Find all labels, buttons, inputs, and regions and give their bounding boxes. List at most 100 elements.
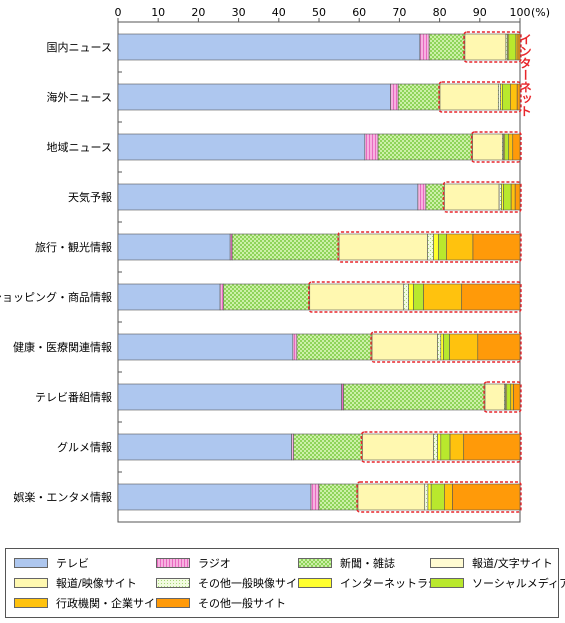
legend-swatch (156, 598, 190, 608)
legend-swatch (14, 578, 48, 588)
bar-segment (433, 233, 439, 261)
bar-segment (440, 433, 451, 461)
bar-segment (425, 183, 445, 211)
bar-segment (484, 383, 505, 411)
bar-segment (472, 233, 521, 261)
bar-segment (117, 483, 312, 511)
x-tick-label: 50 (312, 6, 326, 19)
bars (117, 33, 521, 511)
bar-segment (517, 33, 521, 61)
legend: テレビ ラジオ 新聞・雑誌 報道/文字サイト 報道/映像サイト その他一般映像サイト インタ… (5, 548, 565, 618)
bar-segment (310, 483, 320, 511)
bar-segment (427, 483, 432, 511)
bar-segment (417, 183, 427, 211)
bar-segment (408, 283, 414, 311)
category-labels: 国内ニュース海外ニュース地域ニュース天気予報旅行・観光情報ショッピング・商品情報… (0, 40, 122, 504)
legend-swatch (298, 578, 332, 588)
legend-swatch (156, 558, 190, 568)
stacked-bar-chart: 0 10 20 30 40 50 60 70 80 90 100 国内ニュース海外ニュース地域ニュー… (0, 6, 550, 523)
x-axis-ticks: 0 10 20 30 40 50 60 70 80 90 100 (115, 6, 531, 22)
category-label: テレビ番組情報 (35, 391, 112, 404)
bar-segment (424, 483, 429, 511)
legend-label: 行政機関・企業サイト (56, 597, 166, 610)
x-tick-label: 20 (191, 6, 205, 19)
legend-label: その他一般映像サイト (198, 577, 308, 590)
bar-segment (508, 133, 514, 161)
bar-segment (293, 433, 363, 461)
bar-segment (413, 283, 424, 311)
category-label: グルメ情報 (57, 440, 112, 454)
bar-segment (516, 83, 521, 111)
x-tick-label: 80 (433, 6, 447, 19)
bar-segment (223, 283, 311, 311)
bar-segment (427, 233, 434, 261)
legend-label: テレビ (56, 557, 89, 570)
legend-item: 報道/文字サイト (430, 555, 553, 571)
bar-segment (318, 483, 359, 511)
bar-segment (117, 183, 419, 211)
legend-item: テレビ (14, 555, 89, 571)
category-label: ショッピング・商品情報 (0, 290, 112, 304)
bar-segment (117, 233, 231, 261)
category-label: 旅行・観光情報 (35, 240, 112, 254)
internet-annotation-text: インターネット (518, 33, 532, 117)
internet-outline (370, 331, 522, 363)
x-tick-label: 30 (232, 6, 246, 19)
internet-outline (308, 281, 522, 313)
legend-swatch (14, 558, 48, 568)
legend-item: 報道/映像サイト (14, 575, 137, 591)
legend-item: ラジオ (156, 555, 231, 571)
bar-segment (430, 483, 445, 511)
legend-label: その他一般サイト (198, 597, 286, 610)
x-tick-label: 60 (352, 6, 366, 19)
x-tick-label: 10 (151, 6, 165, 19)
bar-segment (440, 333, 444, 361)
bar-segment (437, 333, 442, 361)
internet-outline (438, 81, 522, 113)
bar-segment (403, 283, 409, 311)
internet-outline (442, 181, 522, 213)
bar-segment (117, 33, 421, 61)
bar-segment (514, 183, 521, 211)
unit-label: (%) (531, 6, 550, 19)
legend-swatch (298, 558, 332, 568)
bar-segment (512, 133, 521, 161)
x-tick-label: 70 (392, 6, 406, 19)
bar-segment (498, 183, 502, 211)
bar-segment (506, 383, 512, 411)
legend-swatch (430, 558, 464, 568)
bar-segment (117, 383, 342, 411)
bar-segment (433, 433, 438, 461)
bar-segment (390, 83, 399, 111)
bar-segment (461, 283, 521, 311)
bar-segment (364, 133, 379, 161)
bar-segment (397, 83, 441, 111)
bar-segment (362, 433, 434, 461)
bar-segment (229, 233, 233, 261)
bar-segment (503, 183, 512, 211)
bar-segment (231, 233, 340, 261)
bar-segment (497, 83, 502, 111)
legend-swatch (156, 578, 190, 588)
legend-item: ソーシャルメディア (430, 575, 565, 591)
bar-segment (463, 433, 521, 461)
bar-segment (343, 383, 486, 411)
x-tick-label: 100 (510, 6, 531, 19)
bar-segment (443, 333, 450, 361)
bar-segment (291, 433, 294, 461)
internet-outline (470, 131, 522, 163)
legend-label: 報道/文字サイト (472, 557, 553, 570)
bar-segment (428, 33, 466, 61)
legend-item: インターネットラジオ (298, 575, 450, 591)
bar-segment (219, 283, 224, 311)
bar-segment (501, 183, 504, 211)
category-label: 健康・医療関連情報 (13, 340, 112, 354)
bar-segment (446, 233, 474, 261)
bar-segment (292, 333, 298, 361)
internet-outline (463, 31, 522, 63)
legend-label: ソーシャルメディア (472, 577, 565, 590)
bar-segment (357, 483, 426, 511)
x-tick-label: 40 (272, 6, 286, 19)
bar-segment (338, 233, 428, 261)
legend-swatch (430, 578, 464, 588)
